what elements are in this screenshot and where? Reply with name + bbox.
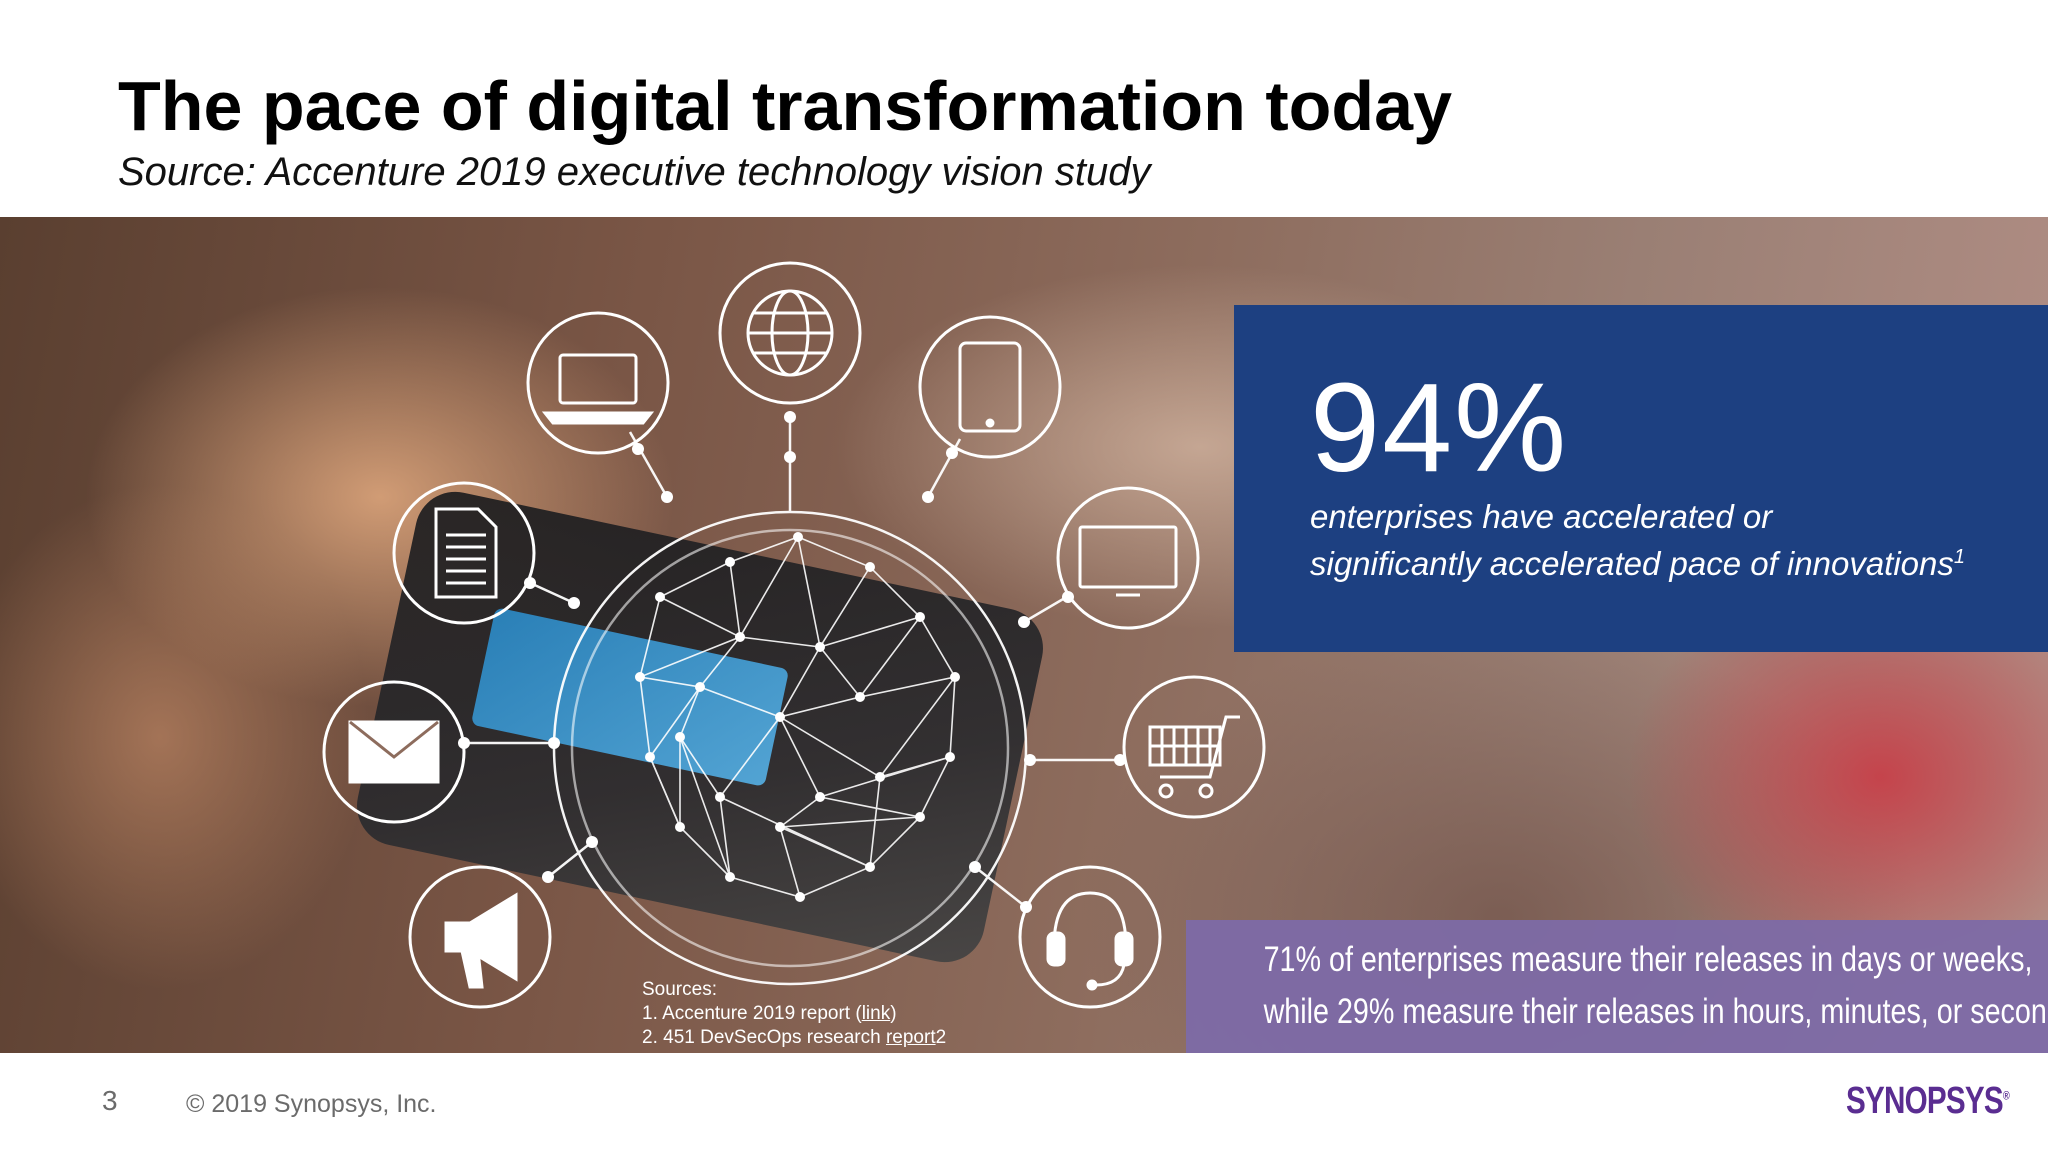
- copyright: © 2019 Synopsys, Inc.: [186, 1090, 437, 1118]
- laptop-icon: [526, 311, 670, 455]
- tablet-icon: [918, 315, 1062, 459]
- envelope-icon: [322, 680, 466, 824]
- globe-icon: [718, 261, 862, 405]
- source-item-2-text: 2. 451 DevSecOps research: [642, 1027, 886, 1048]
- slide-subtitle: Source: Accenture 2019 executive technol…: [118, 150, 1151, 194]
- stat-line-1: enterprises have accelerated or: [1310, 498, 1773, 535]
- stat-value: 94%: [1310, 357, 1569, 498]
- stat-footnote: 1: [1953, 546, 1966, 568]
- source-item-2: 2. 451 DevSecOps research report2: [642, 1026, 946, 1050]
- callout-line-2: while 29% measure their releases in hour…: [1263, 992, 2048, 1031]
- stat-description: enterprises have accelerated or signific…: [1310, 496, 2030, 584]
- shopping-cart-icon: [1122, 675, 1266, 819]
- source-item-1: 1. Accenture 2019 report (link): [642, 1002, 946, 1026]
- page-number: 3: [102, 1085, 118, 1116]
- source-item-2-suffix: 2: [935, 1027, 947, 1048]
- document-icon: [392, 481, 536, 625]
- headset-icon: [1018, 865, 1162, 1009]
- source-link-1[interactable]: link: [861, 1003, 891, 1024]
- network-illustration: [322, 261, 1266, 1009]
- callout-line-1: 71% of enterprises measure their release…: [1263, 940, 2033, 979]
- synopsys-logo: SYNOPSYS®: [1846, 1080, 2010, 1123]
- callout-panel: [1186, 920, 2048, 1053]
- sources-heading: Sources:: [642, 979, 717, 1000]
- monitor-icon: [1056, 486, 1200, 630]
- stat-panel: [1234, 305, 2048, 652]
- megaphone-icon: [408, 865, 552, 1009]
- stat-line-2: significantly accelerated pace of innova…: [1310, 545, 1954, 582]
- source-item-1-suffix: ): [890, 1003, 897, 1024]
- sources-block: Sources: 1. Accenture 2019 report (link)…: [642, 978, 946, 1050]
- source-item-1-text: 1. Accenture 2019 report (: [642, 1003, 862, 1024]
- logo-text: SYNOPSYS: [1846, 1080, 2004, 1122]
- slide-title: The pace of digital transformation today: [118, 67, 1453, 145]
- source-link-2[interactable]: report: [885, 1027, 936, 1048]
- logo-mark: ®: [2002, 1088, 2010, 1103]
